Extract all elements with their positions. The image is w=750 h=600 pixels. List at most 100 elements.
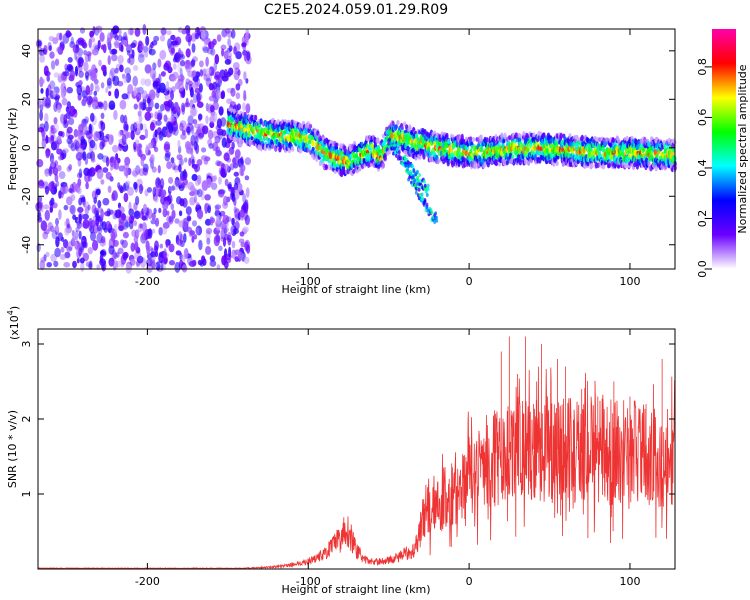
heatmap-cell xyxy=(52,166,59,176)
heatmap-cell xyxy=(47,84,52,92)
heatmap-cell xyxy=(50,60,56,70)
heatmap-cell xyxy=(189,87,194,98)
heatmap-cell xyxy=(142,123,147,132)
heatmap-cell xyxy=(393,143,396,148)
heatmap-cell xyxy=(159,34,166,42)
heatmap-cell xyxy=(77,207,84,213)
heatmap-cell xyxy=(53,260,59,268)
heatmap-cell xyxy=(137,223,143,233)
heatmap-cell xyxy=(155,120,162,126)
heatmap-cell xyxy=(508,135,512,141)
heatmap-cell xyxy=(115,251,120,258)
heatmap-cell xyxy=(97,39,101,49)
heatmap-cell xyxy=(75,226,80,233)
heatmap-cell xyxy=(243,256,250,264)
heatmap-cell xyxy=(67,240,73,251)
heatmap-cell xyxy=(125,180,131,186)
heatmap-cell xyxy=(233,171,239,177)
heatmap-cell xyxy=(95,210,99,217)
heatmap-cell xyxy=(90,231,96,242)
heatmap-cell xyxy=(140,102,147,110)
heatmap-cell xyxy=(538,150,542,157)
heatmap-cell xyxy=(158,207,162,214)
heatmap-cell xyxy=(77,206,84,213)
heatmap-cell xyxy=(202,45,209,52)
heatmap-cell xyxy=(186,126,191,136)
heatmap-cell xyxy=(93,43,98,49)
heatmap-cell xyxy=(90,112,95,122)
heatmap-cell xyxy=(123,219,128,225)
heatmap-cell xyxy=(575,134,579,140)
heatmap-cell xyxy=(63,261,71,268)
heatmap-cell xyxy=(151,212,156,221)
heatmap-cell xyxy=(62,148,69,154)
snr-series-line xyxy=(38,336,676,570)
heatmap-cell xyxy=(354,153,359,159)
heatmap-cell xyxy=(139,101,144,109)
heatmap-cell xyxy=(205,68,212,75)
heatmap-cell xyxy=(191,125,195,135)
heatmap-cell xyxy=(176,239,183,246)
heatmap-cell xyxy=(221,137,227,148)
heatmap-cell xyxy=(586,157,590,163)
heatmap-cell xyxy=(420,192,424,197)
heatmap-cell xyxy=(205,56,209,67)
heatmap-cell xyxy=(45,96,51,107)
heatmap-cell xyxy=(49,207,53,213)
heatmap-cell xyxy=(243,71,247,81)
heatmap-cell xyxy=(182,197,188,208)
heatmap-cell xyxy=(199,60,204,68)
heatmap-cell xyxy=(67,57,73,63)
heatmap-cell xyxy=(190,134,196,146)
heatmap-cell xyxy=(170,105,175,117)
heatmap-cell xyxy=(145,35,150,47)
heatmap-cell xyxy=(242,193,247,204)
heatmap-cell xyxy=(58,190,62,199)
heatmap-cell xyxy=(125,215,130,223)
heatmap-cell xyxy=(145,106,153,112)
heatmap-cell xyxy=(233,189,240,200)
heatmap-cell xyxy=(235,51,242,60)
heatmap-cell xyxy=(228,107,232,112)
heatmap-cell xyxy=(123,192,129,203)
heatmap-cell xyxy=(45,88,49,99)
heatmap-cell xyxy=(89,139,96,149)
heatmap-cell xyxy=(207,205,212,214)
heatmap-cell xyxy=(205,115,209,124)
heatmap-cell xyxy=(193,164,201,172)
heatmap-cell xyxy=(100,264,105,270)
heatmap-cell xyxy=(425,193,429,197)
heatmap-cell xyxy=(195,202,200,209)
heatmap-cell xyxy=(210,182,218,190)
heatmap-cell xyxy=(195,225,203,236)
heatmap-cell xyxy=(37,180,45,189)
heatmap-cell xyxy=(526,147,530,153)
heatmap-cell xyxy=(149,121,155,131)
heatmap-cell xyxy=(209,105,215,113)
heatmap-cell xyxy=(228,246,232,258)
heatmap-cell xyxy=(194,195,198,204)
heatmap-cell xyxy=(124,156,131,166)
heatmap-cell xyxy=(105,87,109,94)
heatmap-cell xyxy=(168,176,174,184)
heatmap-cell xyxy=(231,217,235,226)
heatmap-cell xyxy=(89,260,93,270)
heatmap-cell xyxy=(221,255,227,266)
heatmap-cell xyxy=(102,43,107,54)
heatmap-cell xyxy=(60,87,66,99)
heatmap-cell xyxy=(324,164,328,171)
heatmap-cell xyxy=(83,167,90,176)
spectrogram-y-ticks: -40 -20 0 20 40 xyxy=(20,44,675,254)
heatmap-cell xyxy=(79,27,86,34)
heatmap-cell xyxy=(258,123,262,129)
heatmap-cell xyxy=(170,157,175,164)
colorbar-tick-label: 0.4 xyxy=(696,159,709,177)
heatmap-cell xyxy=(430,210,434,215)
heatmap-cell xyxy=(152,186,157,198)
heatmap-cell xyxy=(53,122,59,134)
heatmap-cell xyxy=(90,37,96,43)
heatmap-cell xyxy=(560,139,564,145)
heatmap-cell xyxy=(469,136,473,142)
heatmap-cell xyxy=(202,125,209,135)
heatmap-cell xyxy=(216,161,223,167)
